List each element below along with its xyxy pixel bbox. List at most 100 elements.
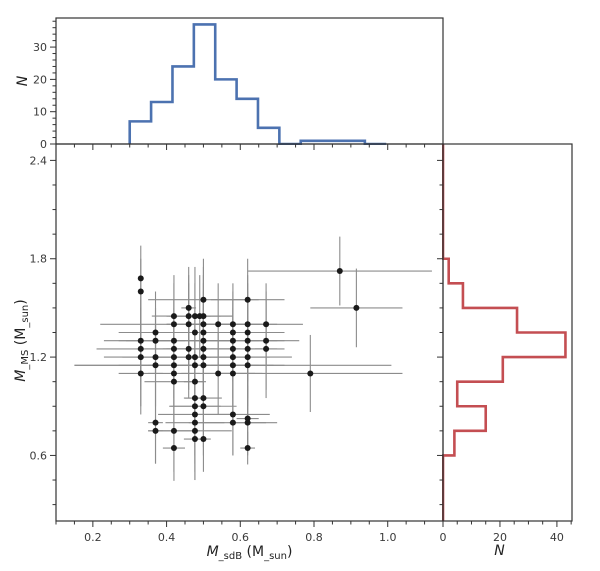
top-histogram-bar [194, 24, 215, 144]
data-point [244, 419, 251, 426]
data-point [191, 427, 198, 434]
y-axis-label-segment: _MS [20, 350, 31, 371]
data-point [170, 378, 177, 385]
data-point [170, 345, 177, 352]
data-point [263, 345, 270, 352]
y-axis-label-segment: ) [13, 299, 29, 304]
top-histogram-bar [172, 66, 193, 144]
data-point [185, 304, 192, 311]
data-point [263, 321, 270, 328]
data-point [263, 337, 270, 344]
top-histogram-step-line [128, 23, 387, 145]
data-point [185, 354, 192, 361]
data-point [229, 329, 236, 336]
data-point [200, 362, 207, 369]
data-point [152, 354, 159, 361]
right-histogram-bar [443, 259, 449, 284]
data-point [191, 378, 198, 385]
data-point [244, 445, 251, 452]
data-point [200, 395, 207, 402]
y-axis-label-segment: M [13, 370, 29, 382]
x-tick-label: 0.8 [305, 531, 323, 544]
data-point [244, 354, 251, 361]
data-point [200, 354, 207, 361]
right-histogram-bar [443, 382, 457, 407]
right-x-tick-label: 0 [440, 531, 447, 544]
x-axis-label-segment: ) [287, 544, 292, 560]
data-point [152, 362, 159, 369]
right-histogram-bar [443, 333, 565, 358]
x-tick-label: 0.4 [158, 531, 176, 544]
top-histogram-bar [215, 79, 236, 144]
data-point [170, 427, 177, 434]
data-point [152, 427, 159, 434]
y-axis-label: M_MS (M_sun) [13, 299, 31, 381]
data-point [137, 354, 144, 361]
data-point [229, 370, 236, 377]
top-histogram-bar [130, 121, 151, 144]
data-point [244, 337, 251, 344]
data-point [137, 337, 144, 344]
data-point [152, 329, 159, 336]
data-point [353, 304, 360, 311]
scatter-marks [74, 236, 432, 481]
x-tick-label: 0.2 [84, 531, 102, 544]
data-point [200, 313, 207, 320]
data-point [152, 337, 159, 344]
right-histogram-bar [443, 406, 486, 431]
data-point [191, 403, 198, 410]
right-histogram-bar [443, 357, 503, 382]
data-point [244, 321, 251, 328]
data-point [170, 445, 177, 452]
x-axis-label-segment: _sdB [218, 551, 243, 562]
top-histogram-bar [258, 128, 279, 144]
data-point [229, 354, 236, 361]
data-point [200, 296, 207, 303]
y-tick-label: 1.8 [30, 253, 48, 266]
x-axis-label: M_sdB (M_sun) [207, 544, 293, 562]
right-x-tick-label: 40 [550, 531, 564, 544]
right-histogram-bars [442, 144, 567, 521]
data-point [191, 395, 198, 402]
data-point [152, 419, 159, 426]
top-histogram-bars [128, 23, 387, 145]
right-x-tick-label: 20 [493, 531, 507, 544]
data-point [336, 268, 343, 275]
data-point [137, 345, 144, 352]
right-x-axis-label: N [494, 543, 505, 559]
data-point [229, 337, 236, 344]
data-point [200, 403, 207, 410]
data-point [191, 419, 198, 426]
x-axis-label-segment: _sun [263, 551, 287, 562]
data-point [170, 337, 177, 344]
y-tick-label: 0.6 [30, 449, 48, 462]
data-point [229, 345, 236, 352]
y-tick-label: 1.2 [30, 351, 48, 364]
data-point [191, 411, 198, 418]
data-point [137, 288, 144, 295]
data-point [307, 370, 314, 377]
data-point [200, 345, 207, 352]
right-histogram-bar [443, 283, 463, 308]
top-histogram-panel: 0 10 20 30 N [15, 17, 444, 151]
data-point [244, 329, 251, 336]
data-point [244, 296, 251, 303]
y-tick-label: 2.4 [30, 154, 48, 167]
data-point [170, 362, 177, 369]
data-point [191, 362, 198, 369]
y-axis-label-segment: (M [13, 328, 29, 350]
data-point [244, 362, 251, 369]
top-y-axis-label: N [15, 75, 31, 86]
data-point [191, 354, 198, 361]
data-point [215, 321, 222, 328]
right-histogram-bar [443, 431, 454, 456]
data-point [200, 321, 207, 328]
x-axis-label-segment: (M [242, 544, 264, 560]
top-y-tick-label: 30 [33, 41, 47, 54]
data-point [229, 321, 236, 328]
data-point [229, 362, 236, 369]
data-point [170, 354, 177, 361]
data-point [200, 329, 207, 336]
data-point [170, 370, 177, 377]
data-point [137, 275, 144, 282]
